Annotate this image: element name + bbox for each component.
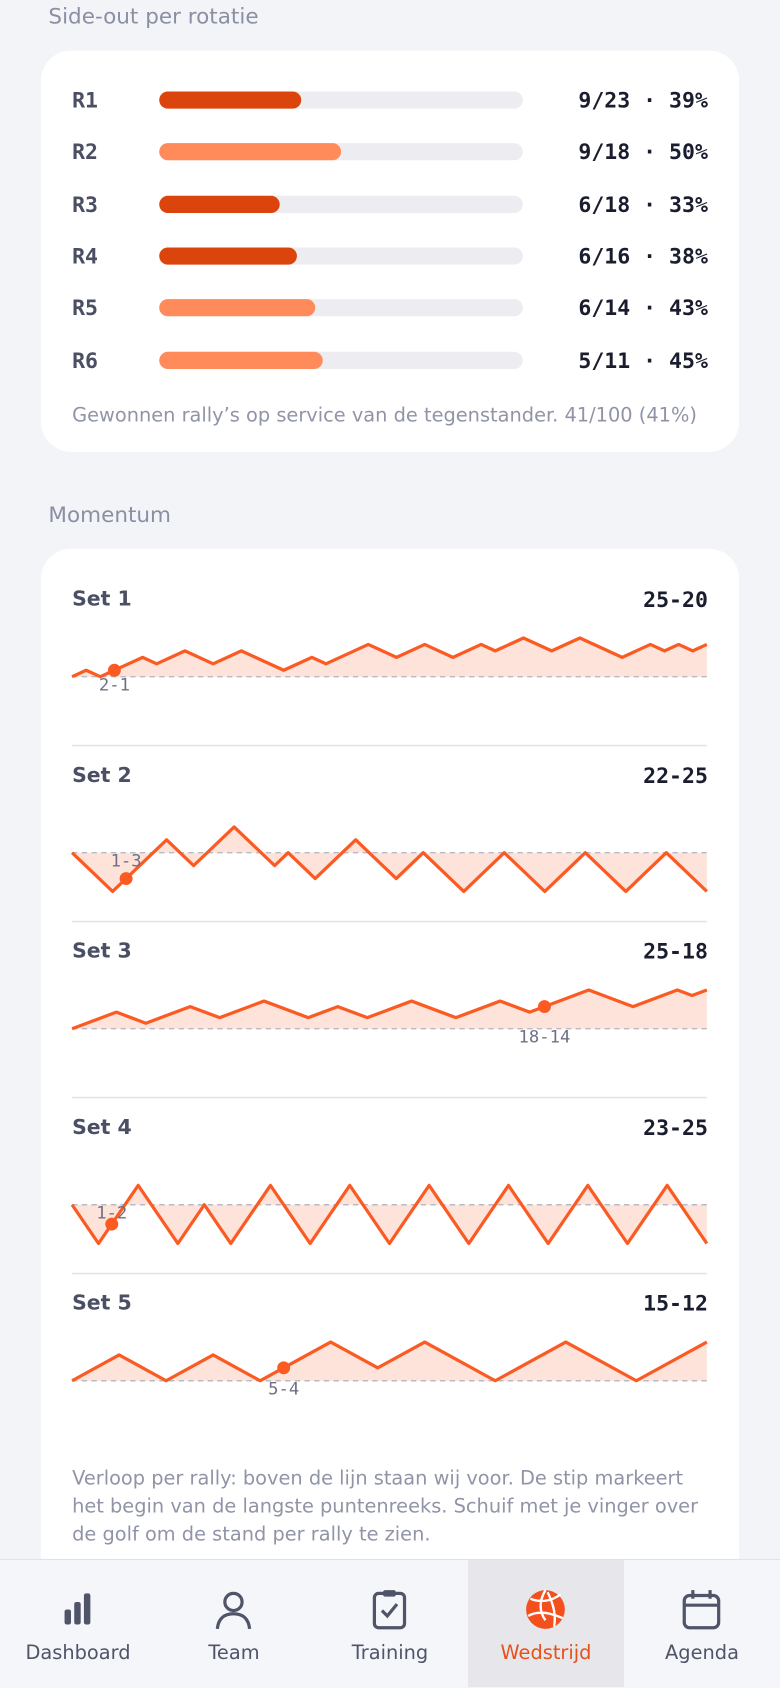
rotation-value: 5/11 · 45% [578,346,708,373]
set-label: Set 2 [72,763,132,788]
section-title: Momentum [48,501,172,528]
set-score: 15-12 [643,1290,708,1317]
streak-marker [119,872,133,886]
momentum-line [70,1183,709,1246]
tab-team[interactable]: Team [156,1560,312,1687]
set-score: 25-20 [643,586,708,613]
momentum-line [71,636,708,679]
icon-agenda [682,1590,721,1630]
rotation-value: 6/14 · 43% [578,294,708,321]
tab-label: Agenda [665,1641,739,1665]
streak-label: 18-14 [519,1028,571,1048]
streak-marker [107,663,121,677]
rotation-value: 6/16 · 38% [578,243,708,269]
tab-bar: Dashboard Team Training Wedstrijd Agenda [0,1558,780,1687]
rotation-label: R1 [72,87,99,113]
momentum-line [71,988,708,1031]
rotation-label: R2 [72,139,99,165]
icon-volleyball [526,1589,565,1629]
set-label: Set 3 [72,939,132,964]
tab-label: Wedstrijd [500,1641,592,1665]
set-label: Set 4 [72,1115,132,1140]
tab-label: Team [208,1641,260,1665]
side-out-bar [159,195,280,213]
momentum-area [72,1185,707,1244]
tab-label: Dashboard [25,1641,131,1665]
tab-label: Training [351,1641,429,1665]
momentum-note: Verloop per rally: boven de lijn staan w… [72,1467,699,1547]
momentum-line [70,825,708,894]
momentum-area [72,826,707,892]
rotation-label: R4 [72,243,99,269]
streak-label: 5-4 [268,1380,299,1400]
side-out-bar [159,143,342,161]
streak-marker [277,1361,291,1375]
streak-marker [538,1000,551,1014]
section-title: Side-out per rotatie [48,3,259,30]
momentum-area [72,990,707,1029]
tab-agenda[interactable]: Agenda [624,1560,780,1687]
set-score: 23-25 [643,1114,708,1141]
momentum-area [72,1342,707,1381]
rotation-value: 9/23 · 39% [578,87,708,113]
streak-label: 1-3 [111,852,142,872]
side-out-bar [159,299,316,317]
side-out-note: Gewonnen rally’s op service van de tegen… [72,404,697,428]
icon-dashboard [64,1593,91,1625]
streak-marker [105,1217,119,1231]
set-score: 22-25 [643,762,708,789]
set-label: Set 1 [72,587,132,612]
icon-training [372,1590,407,1630]
tab-training[interactable]: Training [312,1560,468,1687]
side-out-bar [159,91,302,109]
tab-wedstrijd[interactable]: Wedstrijd [467,1559,624,1687]
set-score: 25-18 [643,938,708,965]
streak-label: 1-2 [96,1204,127,1224]
side-out-bar [159,351,323,369]
streak-label: 2-1 [99,676,130,696]
rotation-label: R5 [72,294,99,321]
momentum-line [71,1340,708,1383]
rotation-value: 6/18 · 33% [578,191,708,217]
momentum-area [72,637,707,677]
rotation-label: R6 [72,346,99,373]
rotation-value: 9/18 · 50% [578,139,708,165]
rotation-label: R3 [72,191,99,217]
icon-team [215,1591,252,1630]
side-out-bar [159,247,298,265]
set-label: Set 5 [72,1291,132,1316]
momentum-card [40,548,740,1604]
tab-dashboard[interactable]: Dashboard [0,1560,156,1687]
